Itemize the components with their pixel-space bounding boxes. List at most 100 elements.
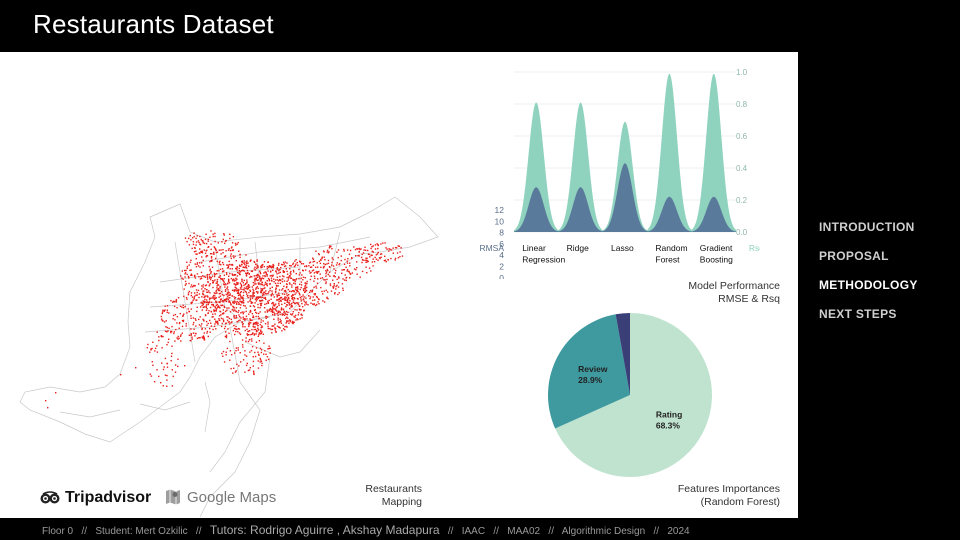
- restaurant-point: [314, 277, 316, 280]
- restaurant-point: [162, 335, 164, 338]
- restaurant-point: [227, 289, 229, 291]
- restaurant-point: [190, 292, 193, 294]
- restaurant-point: [290, 306, 292, 308]
- restaurant-point: [220, 298, 223, 300]
- restaurant-point: [351, 272, 354, 274]
- restaurant-point: [172, 301, 174, 303]
- restaurant-point: [274, 308, 276, 311]
- restaurant-point: [175, 298, 178, 301]
- restaurant-point: [184, 284, 187, 286]
- restaurant-point: [247, 330, 249, 333]
- restaurant-point: [201, 309, 203, 311]
- restaurant-point: [259, 270, 261, 272]
- restaurant-point: [170, 355, 173, 357]
- nav-item-next-steps[interactable]: NEXT STEPS: [819, 307, 897, 321]
- restaurant-point: [210, 230, 212, 232]
- restaurant-point: [209, 319, 211, 322]
- nav-item-proposal[interactable]: PROPOSAL: [819, 249, 889, 263]
- restaurant-point: [255, 277, 258, 280]
- restaurant-point: [263, 293, 265, 296]
- restaurant-point: [257, 291, 259, 293]
- restaurant-point: [275, 331, 277, 333]
- restaurant-point: [241, 302, 243, 304]
- restaurant-point: [170, 330, 172, 333]
- restaurant-point: [229, 340, 231, 343]
- restaurant-point: [203, 275, 205, 278]
- restaurant-point: [227, 293, 229, 295]
- restaurant-point: [321, 277, 324, 279]
- restaurant-point: [251, 270, 253, 273]
- restaurant-point: [205, 320, 208, 323]
- restaurant-point: [249, 290, 252, 292]
- restaurant-point: [236, 271, 239, 274]
- restaurant-point: [237, 311, 239, 313]
- restaurant-point: [273, 278, 275, 280]
- restaurant-point: [288, 298, 290, 300]
- restaurant-point: [257, 322, 259, 324]
- restaurant-point: [286, 283, 288, 286]
- restaurant-point: [199, 262, 201, 264]
- restaurant-point: [204, 288, 206, 290]
- map-streets: [19, 196, 439, 518]
- restaurant-point: [168, 312, 170, 314]
- restaurant-point: [299, 288, 301, 291]
- restaurant-point: [292, 262, 295, 264]
- restaurant-point: [372, 251, 374, 253]
- restaurant-point: [206, 301, 208, 303]
- restaurant-point: [275, 289, 277, 291]
- restaurant-point: [327, 298, 329, 300]
- restaurant-point: [270, 279, 273, 281]
- restaurant-point: [190, 284, 193, 286]
- restaurant-point: [271, 280, 273, 282]
- restaurant-point: [289, 303, 291, 305]
- restaurant-point: [200, 325, 202, 327]
- restaurant-point: [171, 369, 173, 371]
- nav-item-introduction[interactable]: INTRODUCTION: [819, 220, 915, 234]
- restaurant-point: [198, 276, 200, 278]
- restaurant-point: [222, 238, 224, 241]
- restaurant-point: [193, 295, 196, 297]
- restaurant-point: [209, 236, 211, 238]
- restaurant-point: [301, 274, 303, 276]
- restaurant-point: [377, 247, 379, 250]
- restaurant-point: [217, 322, 219, 324]
- restaurant-point: [298, 260, 301, 262]
- restaurant-point: [279, 271, 281, 274]
- restaurant-point: [245, 291, 247, 293]
- restaurant-point: [278, 311, 281, 313]
- restaurant-point: [246, 262, 248, 265]
- restaurant-point: [327, 273, 330, 276]
- restaurant-point: [245, 315, 248, 317]
- nav-item-methodology[interactable]: METHODOLOGY: [819, 278, 918, 292]
- pie-slice: [555, 313, 712, 477]
- restaurant-point: [226, 297, 228, 299]
- restaurant-point: [276, 276, 279, 278]
- restaurant-point: [209, 276, 212, 279]
- restaurant-point: [258, 318, 260, 320]
- restaurant-point: [260, 302, 263, 305]
- restaurant-point: [335, 264, 338, 266]
- restaurant-point: [374, 248, 377, 250]
- restaurant-point: [280, 300, 282, 302]
- restaurant-point: [195, 241, 198, 243]
- restaurant-point: [340, 255, 342, 257]
- restaurant-point: [363, 249, 365, 251]
- restaurant-point: [178, 327, 180, 329]
- restaurant-point: [248, 325, 250, 328]
- restaurant-point: [243, 270, 245, 272]
- restaurant-point: [266, 293, 268, 295]
- restaurant-point: [278, 298, 281, 301]
- restaurant-point: [270, 310, 272, 313]
- restaurant-point: [223, 305, 225, 308]
- restaurant-point: [247, 301, 249, 303]
- restaurant-point: [206, 276, 209, 278]
- restaurant-point: [227, 298, 229, 301]
- restaurant-point: [272, 266, 274, 269]
- restaurant-point: [229, 237, 231, 240]
- restaurant-point: [160, 315, 163, 318]
- restaurant-point: [216, 280, 218, 283]
- restaurant-point: [251, 328, 253, 331]
- restaurant-point: [301, 296, 303, 298]
- restaurant-point: [278, 310, 280, 312]
- restaurant-point: [322, 250, 325, 252]
